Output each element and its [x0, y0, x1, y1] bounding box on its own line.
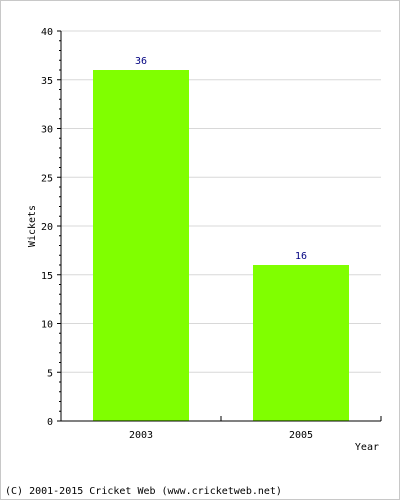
x-axis-label: Year [355, 442, 379, 453]
x-tick-labels: 2003 2005 [129, 430, 313, 441]
bar-2005 [253, 265, 349, 421]
y-tick-label: 0 [47, 417, 53, 428]
y-tick-label: 25 [41, 173, 53, 184]
y-tick-label: 20 [41, 222, 53, 233]
bar-2003 [93, 70, 189, 421]
data-label: 16 [295, 251, 307, 262]
axes [60, 31, 381, 422]
y-tick-label: 15 [41, 271, 53, 282]
y-tick-label: 10 [41, 320, 53, 331]
y-tick-label: 35 [41, 76, 53, 87]
data-label: 36 [135, 56, 147, 67]
copyright-footer: (C) 2001-2015 Cricket Web (www.cricketwe… [5, 486, 282, 497]
bars [93, 70, 349, 421]
y-tick-labels: 0 5 10 15 20 25 30 35 40 [41, 27, 53, 428]
y-axis-label: Wickets [27, 205, 38, 247]
x-tick-label: 2005 [289, 430, 313, 441]
y-tick-label: 5 [47, 368, 53, 379]
data-labels: 36 16 [135, 56, 307, 262]
y-tick-label: 40 [41, 27, 53, 38]
bar-chart: 0 5 10 15 20 25 30 35 40 2003 2005 36 16 Wickets Y… [27, 27, 382, 453]
y-tick-label: 30 [41, 125, 53, 136]
x-tick-label: 2003 [129, 430, 153, 441]
